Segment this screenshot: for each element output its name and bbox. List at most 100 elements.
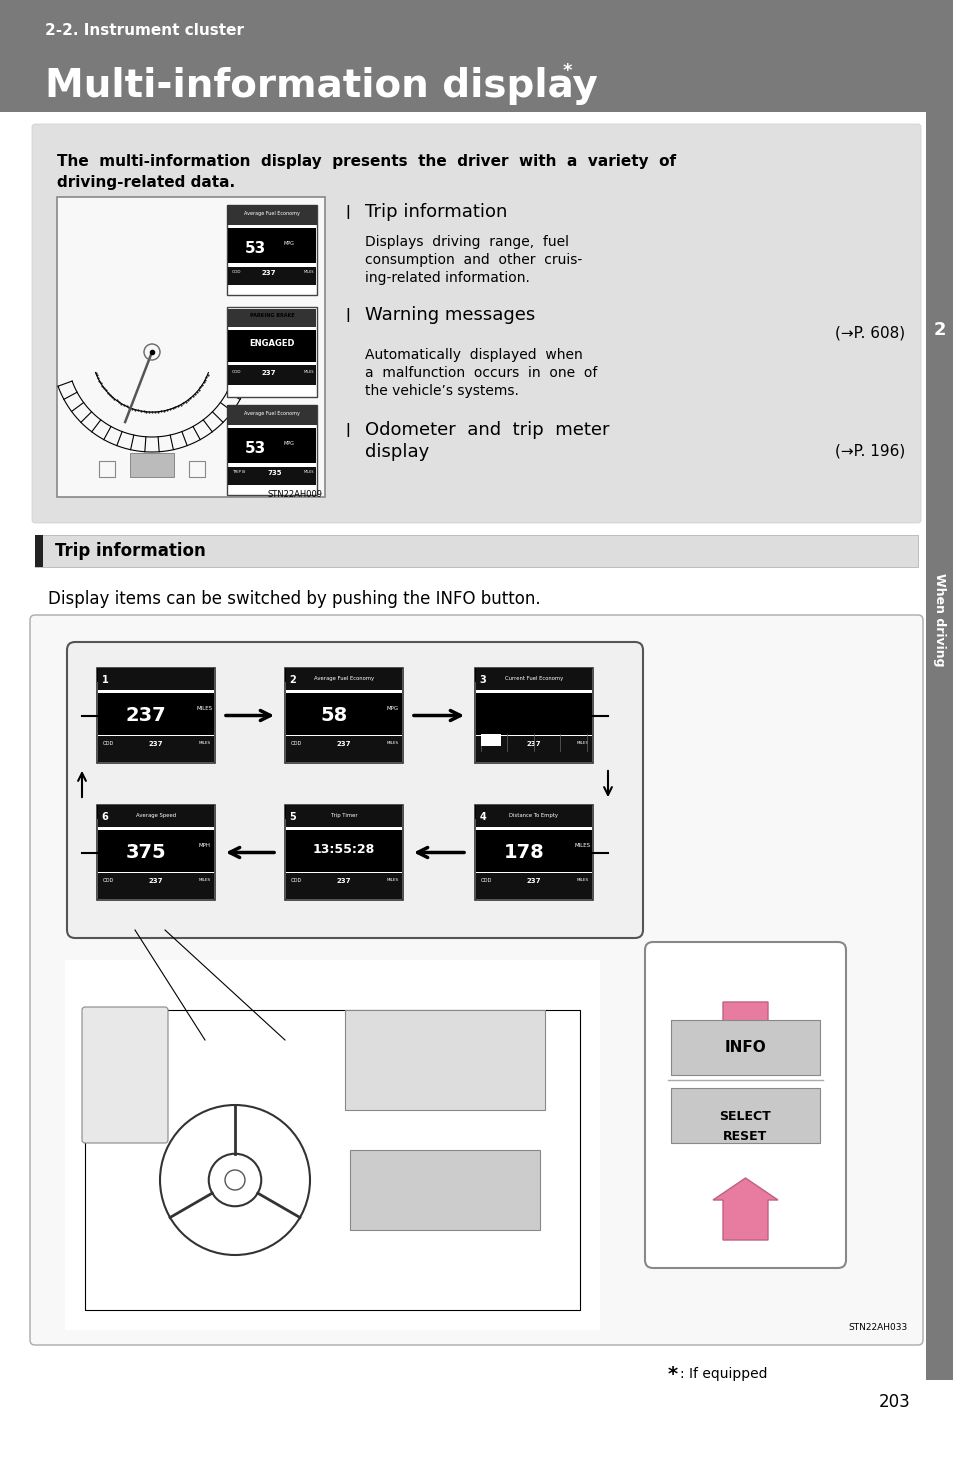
Text: 237: 237 [336, 878, 351, 884]
Bar [480, 735, 500, 746]
Bar [285, 805, 402, 900]
Bar [97, 668, 214, 763]
Bar [35, 535, 43, 566]
Text: 237: 237 [149, 878, 163, 884]
Text: MILES: MILES [198, 878, 211, 882]
Bar [57, 198, 325, 497]
FancyBboxPatch shape [30, 615, 923, 1345]
Bar [286, 830, 401, 872]
Text: ODD: ODD [291, 740, 302, 746]
Text: Odometer  and  trip  meter: Odometer and trip meter [365, 420, 609, 440]
Text: 3: 3 [479, 676, 486, 684]
Text: 237: 237 [126, 707, 166, 726]
Text: MILES: MILES [387, 740, 398, 745]
Text: TRIP B: TRIP B [232, 471, 245, 473]
FancyBboxPatch shape [32, 124, 920, 524]
Bar [228, 229, 315, 263]
Bar [228, 468, 315, 485]
Text: l: l [345, 423, 349, 441]
Text: MILES: MILES [196, 707, 213, 711]
Text: the vehicle’s systems.: the vehicle’s systems. [365, 384, 518, 398]
Text: consumption  and  other  cruis-: consumption and other cruis- [365, 254, 581, 267]
Bar [97, 805, 112, 819]
Bar [286, 805, 401, 827]
Bar [228, 267, 315, 285]
Text: Average Speed: Average Speed [135, 813, 176, 819]
Text: 237: 237 [261, 270, 276, 276]
Text: 237: 237 [149, 740, 163, 746]
Bar [475, 805, 491, 819]
Bar [227, 307, 316, 397]
Text: MILES: MILES [577, 740, 588, 745]
Text: MILES: MILES [303, 370, 314, 375]
Bar [476, 696, 590, 732]
Text: Average Fuel Economy: Average Fuel Economy [314, 676, 374, 681]
Text: Distance To Empty: Distance To Empty [509, 813, 558, 819]
Text: INFO: INFO [724, 1040, 765, 1055]
Text: 237: 237 [261, 370, 276, 376]
Bar [35, 535, 917, 566]
Bar [475, 805, 593, 900]
Text: driving-related data.: driving-related data. [57, 176, 234, 190]
Text: ODD: ODD [480, 878, 492, 884]
Text: Average Fuel Economy: Average Fuel Economy [244, 211, 299, 215]
FancyArrow shape [712, 1002, 778, 1058]
Circle shape [225, 1170, 245, 1190]
Text: 237: 237 [526, 740, 540, 746]
Bar [286, 736, 401, 763]
Text: Automatically  displayed  when: Automatically displayed when [365, 348, 582, 361]
Text: MPG: MPG [283, 240, 294, 246]
Text: Warning messages: Warning messages [365, 305, 535, 324]
Bar [227, 406, 316, 496]
Text: ODD: ODD [232, 370, 241, 375]
Bar [98, 805, 213, 827]
Text: display: display [365, 442, 429, 462]
Text: l: l [345, 205, 349, 223]
Text: Multi-information display: Multi-information display [45, 66, 598, 105]
Bar [97, 668, 112, 681]
Text: (→P. 608): (→P. 608) [834, 326, 904, 341]
Text: SELECT: SELECT [719, 1111, 771, 1122]
Bar [345, 1010, 544, 1111]
Text: MPH: MPH [199, 844, 211, 848]
Bar [476, 668, 592, 690]
Bar [98, 736, 213, 763]
Text: ODD: ODD [480, 740, 492, 746]
Text: 237: 237 [526, 878, 540, 884]
Bar [227, 205, 316, 226]
Text: MILES: MILES [303, 270, 314, 274]
Text: 13:55:28: 13:55:28 [313, 844, 375, 856]
Text: MILES: MILES [198, 740, 211, 745]
Text: 237: 237 [336, 740, 351, 746]
Text: 2-2. Instrument cluster: 2-2. Instrument cluster [45, 24, 244, 38]
Text: STN22AH009: STN22AH009 [268, 490, 323, 499]
FancyBboxPatch shape [644, 943, 845, 1268]
FancyBboxPatch shape [67, 642, 642, 938]
Text: : If equipped: : If equipped [679, 1367, 767, 1381]
Text: Average Fuel Economy: Average Fuel Economy [244, 412, 299, 416]
Text: ENGAGED: ENGAGED [249, 339, 294, 348]
Bar [227, 406, 316, 425]
Text: Displays  driving  range,  fuel: Displays driving range, fuel [365, 235, 568, 249]
Text: MPG: MPG [387, 707, 398, 711]
Bar [476, 830, 592, 872]
Text: 203: 203 [879, 1392, 910, 1412]
Text: a  malfunction  occurs  in  one  of: a malfunction occurs in one of [365, 366, 597, 381]
Bar [228, 428, 315, 463]
Text: Trip Timer: Trip Timer [331, 813, 357, 819]
Bar [925, 112, 953, 1381]
Text: 178: 178 [503, 844, 544, 861]
Bar [286, 873, 401, 898]
Bar [476, 736, 592, 763]
Text: Trip information: Trip information [365, 204, 507, 221]
Text: STN22AH033: STN22AH033 [848, 1323, 907, 1332]
Text: 1: 1 [102, 676, 109, 684]
Bar [285, 668, 402, 763]
Bar [228, 308, 315, 327]
Bar [476, 693, 592, 735]
Text: PARKING BRAKE: PARKING BRAKE [250, 313, 294, 319]
Bar [227, 205, 316, 295]
Text: 53: 53 [244, 441, 265, 456]
Text: MILES: MILES [387, 878, 398, 882]
Text: ODD: ODD [291, 878, 302, 884]
